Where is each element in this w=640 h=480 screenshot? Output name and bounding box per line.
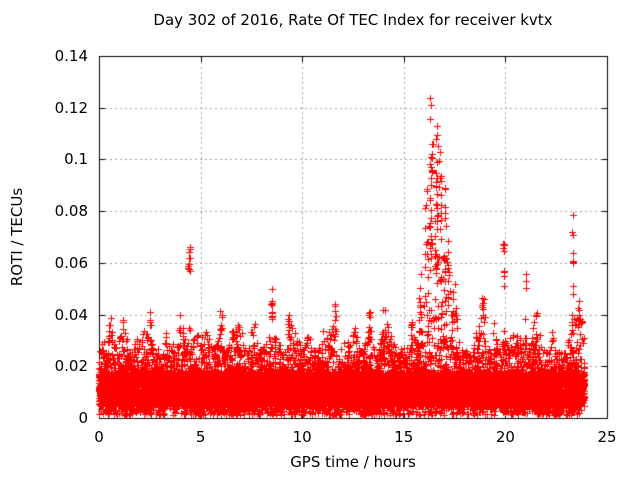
x-tick-label: 0 [94, 428, 104, 446]
y-tick-label: 0.14 [54, 47, 88, 65]
x-tick-label: 10 [292, 428, 312, 446]
y-tick-label: 0.08 [54, 202, 88, 221]
x-tick-label: 5 [195, 428, 206, 446]
y-tick-label: 0.02 [54, 357, 88, 376]
y-tick-label: 0.12 [54, 98, 88, 117]
x-axis-label: GPS time / hours [290, 453, 416, 471]
y-axis-label: ROTI / TECUs [8, 187, 26, 287]
y-tick-label: 0.04 [54, 305, 88, 324]
y-tick-label: 0.06 [54, 253, 88, 272]
y-tick-label: 0.1 [64, 150, 88, 169]
chart-title: Day 302 of 2016, Rate Of TEC Index for r… [153, 11, 553, 29]
x-tick-label: 25 [597, 428, 617, 446]
x-tick-label: 15 [394, 428, 414, 446]
x-tick-label: 20 [495, 428, 515, 446]
y-tick-label: 0 [78, 409, 88, 427]
